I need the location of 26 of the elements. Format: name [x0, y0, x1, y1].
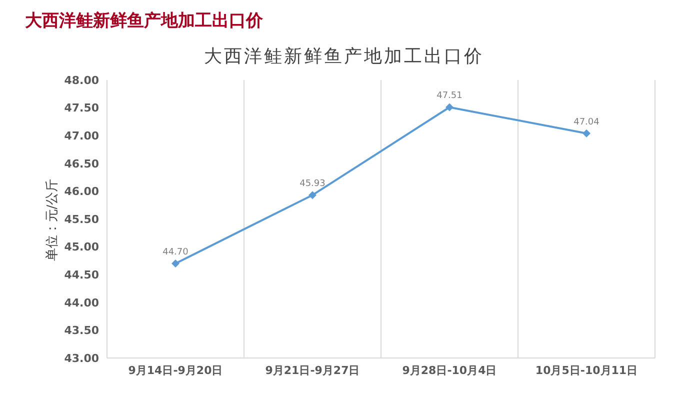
data-label: 45.93 [300, 179, 326, 190]
y-axis-title: 单位：元/公斤 [44, 178, 61, 262]
y-tick-label: 48.00 [64, 74, 100, 87]
y-tick-label: 46.00 [64, 185, 100, 198]
y-tick-label: 47.00 [64, 130, 100, 143]
point [582, 129, 590, 138]
chart-subtitle: 大西洋鲑新鲜鱼产地加工出口价 [203, 45, 485, 68]
y-tick-label: 43.00 [64, 352, 100, 365]
x-tick-label: 9月21日-9月27日 [265, 364, 360, 377]
data-label: 44.70 [162, 247, 189, 258]
x-tick-label: 10月5日-10月11日 [535, 364, 638, 377]
data-label: 47.04 [574, 117, 600, 128]
y-tick-label: 44.00 [64, 296, 100, 310]
y-tick-label: 43.50 [64, 324, 100, 338]
data-label: 47.51 [436, 91, 462, 102]
point [172, 259, 180, 268]
point [446, 103, 454, 112]
chart-title: 大西洋鲑新鲜鱼产地加工出口价 [25, 10, 263, 32]
x-tick-label: 9月14日-9月20日 [128, 364, 223, 377]
y-tick-label: 44.50 [64, 268, 100, 282]
y-tick-label: 45.50 [64, 212, 100, 226]
x-tick-label: 9月28日-10月4日 [402, 364, 497, 377]
point [308, 191, 316, 200]
y-tick-label: 45.00 [64, 240, 100, 254]
y-tick-label: 47.50 [64, 102, 100, 115]
y-tick-label: 46.50 [64, 157, 100, 170]
